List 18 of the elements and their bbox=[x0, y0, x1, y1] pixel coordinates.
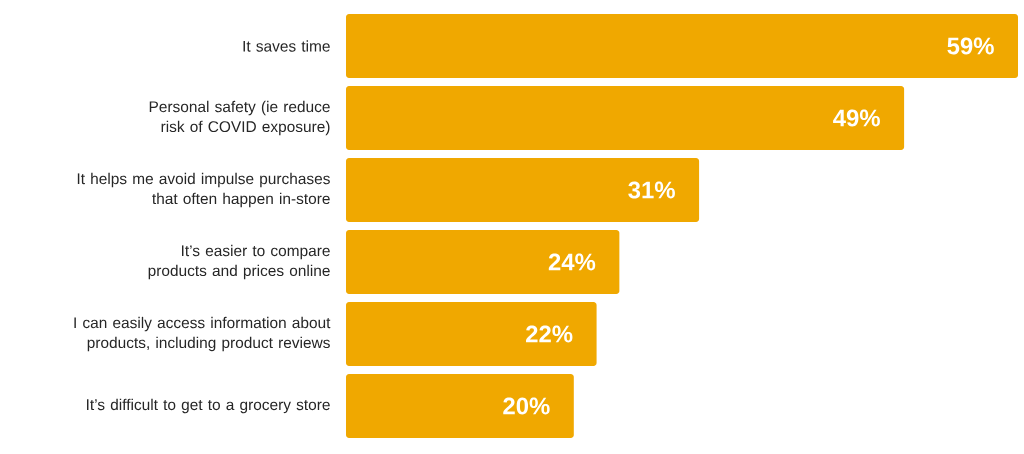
data-label: 49% bbox=[833, 109, 880, 127]
y-tick-label: It helps me avoid impulse purchases that often happen in-store bbox=[77, 172, 330, 208]
y-tick-label: Personal safety (ie reduce risk of COVID exposure) bbox=[149, 100, 330, 136]
data-label: 31% bbox=[628, 181, 675, 199]
data-label: 59% bbox=[947, 37, 994, 55]
bar bbox=[346, 373, 574, 438]
y-tick-label: I can easily access information about products, including product reviews bbox=[74, 316, 331, 352]
data-label: 22% bbox=[526, 325, 573, 343]
bar bbox=[346, 301, 597, 366]
bar bbox=[346, 229, 620, 294]
bar bbox=[346, 14, 1019, 78]
y-tick-label: It’s difficult to get to a grocery store bbox=[87, 398, 330, 414]
y-tick-label: It saves time bbox=[243, 40, 330, 52]
data-label: 24% bbox=[548, 253, 596, 271]
bar bbox=[346, 157, 700, 222]
y-tick-label: It’s easier to compare products and prices online bbox=[148, 244, 330, 280]
data-label: 20% bbox=[503, 397, 550, 415]
bar bbox=[346, 86, 905, 150]
